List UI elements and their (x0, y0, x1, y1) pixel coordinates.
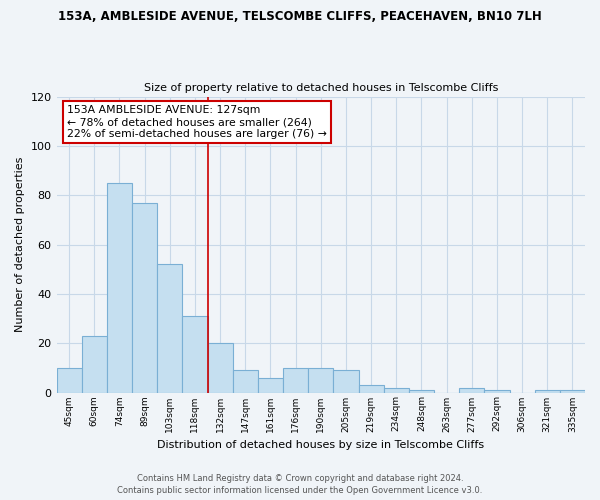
Bar (308, 368, 334, 392)
Bar (208, 343, 233, 392)
Bar (132, 202, 157, 392)
Bar (535, 390, 560, 392)
Bar (459, 388, 484, 392)
Bar (157, 264, 182, 392)
Bar (56, 368, 82, 392)
Bar (283, 368, 308, 392)
Text: Contains HM Land Registry data © Crown copyright and database right 2024.
Contai: Contains HM Land Registry data © Crown c… (118, 474, 482, 495)
Bar (484, 390, 509, 392)
Bar (182, 316, 208, 392)
Y-axis label: Number of detached properties: Number of detached properties (15, 157, 25, 332)
Bar (107, 183, 132, 392)
Bar (560, 390, 585, 392)
Bar (409, 390, 434, 392)
Text: 153A, AMBLESIDE AVENUE, TELSCOMBE CLIFFS, PEACEHAVEN, BN10 7LH: 153A, AMBLESIDE AVENUE, TELSCOMBE CLIFFS… (58, 10, 542, 23)
Bar (258, 378, 283, 392)
Bar (359, 385, 383, 392)
X-axis label: Distribution of detached houses by size in Telscombe Cliffs: Distribution of detached houses by size … (157, 440, 484, 450)
Bar (233, 370, 258, 392)
Title: Size of property relative to detached houses in Telscombe Cliffs: Size of property relative to detached ho… (143, 83, 498, 93)
Bar (82, 336, 107, 392)
Text: 153A AMBLESIDE AVENUE: 127sqm
← 78% of detached houses are smaller (264)
22% of : 153A AMBLESIDE AVENUE: 127sqm ← 78% of d… (67, 106, 327, 138)
Bar (383, 388, 409, 392)
Bar (334, 370, 359, 392)
